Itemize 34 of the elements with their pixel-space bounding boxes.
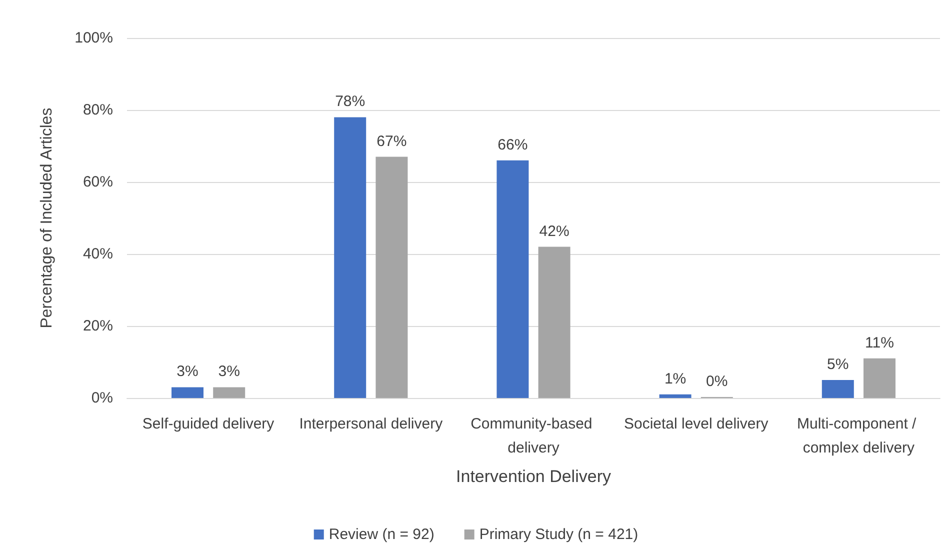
y-tick-label: 40% [82,246,113,262]
bar [538,246,570,398]
data-label: 67% [376,132,407,150]
data-label: 42% [539,222,570,240]
data-label: 1% [664,370,686,388]
bar [334,117,366,398]
y-axis-title: Percentage of Included Articles [38,108,56,328]
data-label: 3% [176,363,198,380]
data-label: 0% [706,373,728,390]
y-tick-label: 100% [74,30,113,46]
y-tick-label: 0% [91,390,113,406]
data-label: 5% [827,356,849,373]
y-tick-label: 80% [82,102,113,118]
bar [864,358,896,398]
x-tick-label: Interpersonal delivery [299,416,444,432]
legend-label: Review (n = 92) [328,526,434,543]
data-label: 11% [865,334,894,352]
bar [822,380,854,398]
y-tick-label: 20% [82,318,113,334]
data-label: 78% [335,93,366,110]
legend-label: Primary Study (n = 421) [479,526,638,543]
data-label: 3% [218,363,240,380]
y-tick-label: 60% [82,174,113,190]
bar [659,394,692,398]
x-tick-label: Self-guided delivery [142,416,275,432]
x-tick-label: Community-based delivery [470,416,596,456]
bar [496,160,529,398]
bar [213,387,246,398]
x-tick-label: Societal level delivery [624,416,769,432]
bar [172,387,204,398]
bar [376,156,408,398]
x-axis-title: Intervention Delivery [456,467,612,486]
data-label: 66% [498,136,528,154]
x-tick-label: Multi-component / complex delivery [797,416,920,456]
